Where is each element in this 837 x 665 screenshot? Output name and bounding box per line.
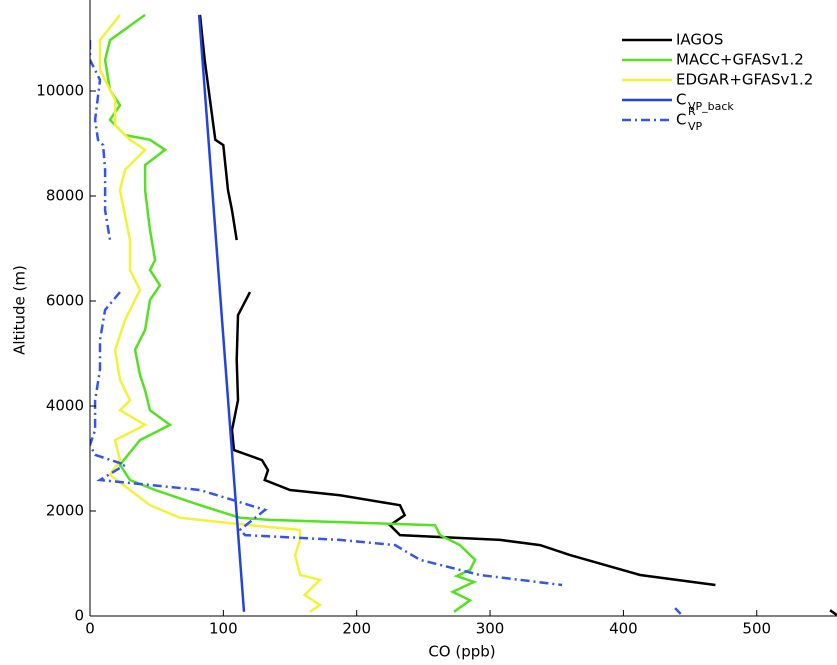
x-tick-label: 200 — [342, 620, 371, 638]
x-tick-label: 500 — [742, 620, 771, 638]
y-tick-label: 0 — [74, 607, 84, 625]
x-tick-label: 300 — [476, 620, 505, 638]
y-tick-label: 6000 — [46, 292, 84, 310]
y-tick-label: 2000 — [46, 502, 84, 520]
series-line — [98, 14, 323, 613]
y-axis-label: Altitude (m) — [11, 265, 29, 355]
x-axis-label: CO (ppb) — [428, 643, 495, 661]
legend: IAGOS MACC+GFASv1.2 EDGAR+GFASv1.2 C VP_back… — [622, 31, 813, 133]
x-tick-label: 0 — [85, 620, 95, 638]
legend-label: C — [676, 111, 686, 129]
y-tick-label: 4000 — [46, 397, 84, 415]
legend-label: MACC+GFASv1.2 — [676, 51, 804, 69]
plot-area — [90, 13, 837, 617]
legend-label: C — [676, 91, 686, 109]
series-line — [90, 40, 682, 615]
legend-label: EDGAR+GFASv1.2 — [676, 71, 813, 89]
legend-subscript: VP_back — [688, 100, 734, 113]
x-tick-label: 100 — [209, 620, 238, 638]
series-line — [103, 13, 478, 613]
series-line — [197, 14, 246, 612]
legend-label: IAGOS — [676, 31, 723, 49]
y-tick-label: 10000 — [36, 82, 84, 100]
x-tick-label: 400 — [609, 620, 638, 638]
legend-superscript: R — [688, 105, 696, 118]
series-line — [198, 14, 837, 617]
legend-subscript: VP — [688, 120, 703, 133]
y-tick-label: 8000 — [46, 187, 84, 205]
